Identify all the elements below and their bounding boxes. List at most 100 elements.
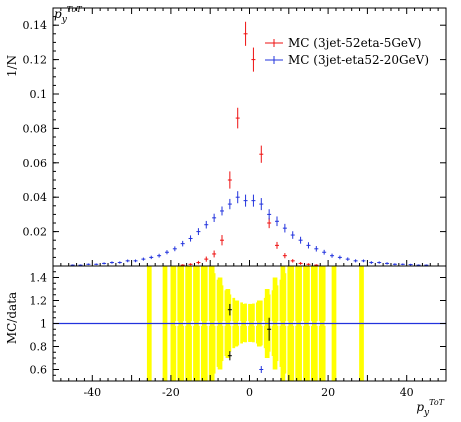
ratio-band-lower [212, 325, 216, 374]
ratio-band-upper [271, 290, 275, 322]
ratio-band-upper [220, 285, 224, 322]
lower-xtick-label-3: 20 [321, 386, 335, 399]
upper-ytick-label-6: 0.14 [23, 19, 48, 32]
lower-ytick-label-0: 0.6 [30, 364, 48, 377]
lower-panel: 0.6 0.8 1 1.2 1.4 -40 -20 0 20 40 MC/data pyToT [5, 265, 447, 418]
ratio-band-upper [204, 266, 208, 322]
upper-corner-sub: y [61, 15, 68, 25]
ratio-band-lower [244, 325, 247, 343]
lower-xlabel-sub: y [423, 408, 430, 418]
ratio-band-upper [224, 290, 228, 322]
ratio-band-lower [208, 325, 212, 381]
ratio-band-lower [189, 325, 192, 381]
lower-ytick-label-1: 0.8 [30, 341, 48, 354]
lower-xtick-label-1: -20 [162, 386, 180, 399]
ratio-band-lower [314, 325, 318, 381]
ratio-band-lower [311, 325, 314, 381]
ratio-band-upper [291, 266, 295, 322]
ratio-band-lower [232, 325, 236, 349]
ratio-band-lower [283, 325, 287, 374]
ratio-band-lower [248, 325, 251, 342]
ratio-band-upper [287, 266, 291, 322]
ratio-band-upper [263, 297, 267, 322]
ratio-band-upper [283, 273, 287, 322]
upper-ytick-label-4: 0.1 [30, 88, 48, 101]
ratio-band-lower [318, 325, 322, 381]
ratio-band-lower [228, 325, 232, 352]
ratio-band-upper [311, 266, 314, 322]
ratio-band-lower [181, 325, 185, 381]
ratio-band-lower [236, 325, 240, 346]
ratio-band-lower [173, 325, 177, 381]
lower-series-group [227, 303, 272, 373]
ratio-band-lower [220, 325, 224, 362]
upper-series-1 [70, 191, 429, 266]
ratio-band-lower [263, 325, 267, 349]
ratio-band-upper [295, 266, 299, 322]
ratio-band-upper [189, 266, 192, 322]
ratio-band-upper [240, 302, 244, 322]
lower-ylabel: MC/data [5, 292, 19, 344]
lower-xlabel-p: p [416, 400, 424, 414]
ratio-band-upper [212, 273, 216, 322]
ratio-band-lower [271, 325, 275, 356]
lower-ytick-label-3: 1.2 [30, 295, 48, 308]
upper-x-ticks [52, 8, 447, 266]
ratio-band-upper [259, 300, 263, 322]
ratio-band-lower [200, 325, 204, 381]
upper-corner-p: p [54, 7, 62, 21]
ratio-band-upper [193, 266, 196, 322]
ratio-band-lower [287, 325, 291, 381]
ratio-band-upper [244, 303, 247, 322]
upper-y-ticks: 0.02 0.04 0.06 0.08 0.1 0.12 0.14 [23, 16, 446, 258]
upper-ytick-label-1: 0.04 [23, 191, 48, 204]
ratio-band-upper [208, 266, 212, 322]
ratio-band-upper [216, 279, 220, 322]
ratio-band-lower [252, 325, 255, 343]
lower-ytick-label-2: 1 [40, 318, 47, 331]
ratio-band-lower [185, 325, 188, 381]
legend-label-blue: MC (3jet-eta52-20GeV) [288, 53, 429, 67]
upper-corner-sup: ToT [67, 5, 83, 14]
ratio-band-lower [177, 325, 181, 381]
ratio-band-lower [255, 325, 259, 344]
ratio-band-upper [197, 266, 200, 322]
ratio-band-lower [275, 325, 279, 362]
upper-series-group [70, 21, 429, 266]
ratio-band-upper [267, 294, 271, 322]
ratio-band-lower [322, 325, 326, 381]
legend-label-red: MC (3jet-52eta-5GeV) [288, 36, 421, 50]
ratio-band-upper [248, 303, 251, 322]
lower-xtick-label-2: 0 [246, 386, 253, 399]
ratio-band-lower [197, 325, 200, 381]
ratio-band-upper [299, 266, 302, 322]
upper-ytick-label-0: 0.02 [23, 226, 48, 239]
lower-xlabel-sup: ToT [429, 398, 445, 407]
ratio-band-upper [255, 302, 259, 322]
lower-ytick-label-4: 1.4 [30, 272, 48, 285]
ratio-band-upper [307, 266, 310, 322]
ratio-band-upper [322, 266, 326, 322]
ratio-band-upper [252, 303, 255, 322]
lower-y-ticks: 0.6 0.8 1 1.2 1.4 [30, 271, 446, 377]
upper-panel: 0.02 0.04 0.06 0.08 0.1 0.12 0.14 1/N pyToT MC… [5, 5, 447, 267]
ratio-band-lower [216, 325, 220, 367]
lower-series-1 [259, 366, 264, 373]
ratio-band-lower [291, 325, 295, 381]
ratio-band-upper [173, 266, 177, 322]
ratio-band-lower [204, 325, 208, 381]
lower-series-0 [227, 303, 272, 361]
ratio-band-upper [177, 266, 181, 322]
ratio-band-upper [275, 285, 279, 322]
upper-corner-label: pyToT [54, 5, 82, 25]
ratio-band-upper [181, 266, 185, 322]
ratio-band-lower [193, 325, 196, 381]
ratio-band-lower [224, 325, 228, 356]
ratio-band-upper [232, 297, 236, 322]
lower-xtick-label-4: 40 [400, 386, 414, 399]
ratio-band-lower [240, 325, 244, 344]
ratio-band-upper [185, 266, 188, 322]
upper-series-0 [180, 21, 319, 266]
upper-ytick-label-3: 0.08 [23, 122, 48, 135]
